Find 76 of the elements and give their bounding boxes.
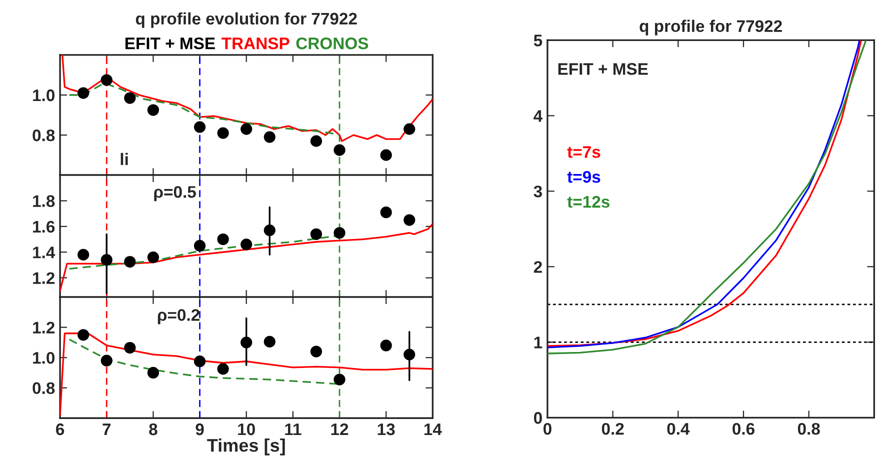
point bbox=[310, 135, 322, 147]
point bbox=[194, 121, 206, 133]
y-tick-label: 2 bbox=[534, 261, 542, 273]
point bbox=[124, 256, 136, 268]
x-tick-label: 10 bbox=[238, 423, 255, 436]
x-tick-label: 8 bbox=[149, 423, 158, 436]
x-tick-label: 12 bbox=[331, 423, 348, 436]
annotation: ρ=0.2 bbox=[158, 309, 200, 324]
y-tick-label: 1.0 bbox=[33, 352, 54, 364]
point bbox=[78, 329, 90, 341]
point bbox=[334, 144, 346, 156]
x-axis-title: Times [s] bbox=[207, 438, 285, 456]
chart-title: q profile for 77922 bbox=[640, 20, 782, 36]
y-tick-label: 1.6 bbox=[33, 220, 55, 233]
text: t=9s bbox=[567, 171, 600, 183]
y-tick-label: 0.8 bbox=[32, 129, 55, 142]
point bbox=[264, 336, 276, 348]
point bbox=[380, 149, 392, 161]
x-tick-label: 0 bbox=[543, 422, 552, 435]
point bbox=[404, 123, 416, 135]
y-tick-label: 5 bbox=[534, 34, 542, 46]
point bbox=[78, 248, 90, 261]
y-tick-label: 1 bbox=[534, 336, 542, 348]
y-tick-label: 1.2 bbox=[33, 272, 55, 284]
line-series bbox=[60, 223, 433, 292]
annotation: li bbox=[120, 152, 128, 165]
x-tick-label: 14 bbox=[424, 424, 442, 436]
point bbox=[264, 131, 276, 143]
point bbox=[334, 374, 346, 386]
y-tick-label: 0 bbox=[534, 412, 542, 424]
point bbox=[100, 354, 112, 366]
y-tick-label: 3 bbox=[534, 186, 542, 198]
x-tick-label: 0.2 bbox=[602, 422, 624, 435]
y-tick-label: 4 bbox=[534, 110, 543, 122]
annotation: ρ=0.5 bbox=[154, 186, 196, 202]
text: TRANSP bbox=[222, 37, 290, 50]
point bbox=[240, 123, 252, 135]
point bbox=[217, 127, 229, 139]
series-label: EFIT + MSE bbox=[125, 37, 215, 50]
y-tick-label: 1.8 bbox=[33, 195, 55, 207]
x-tick-label: 6 bbox=[56, 423, 64, 436]
point bbox=[310, 228, 322, 240]
text: t=12s bbox=[567, 196, 610, 208]
point bbox=[310, 346, 322, 358]
point bbox=[217, 363, 229, 375]
x-tick-label: 0.6 bbox=[732, 422, 754, 435]
point bbox=[100, 74, 112, 86]
x-tick-label: 11 bbox=[285, 424, 302, 436]
point bbox=[147, 251, 160, 264]
point bbox=[124, 342, 136, 354]
y-tick-label: 0.8 bbox=[32, 382, 55, 394]
point bbox=[147, 366, 160, 379]
point bbox=[404, 214, 416, 226]
point bbox=[240, 238, 252, 250]
chart-title: q profile evolution for 77922 bbox=[136, 12, 357, 28]
point bbox=[380, 206, 392, 218]
point bbox=[217, 233, 229, 246]
x-tick-label: 0.8 bbox=[798, 422, 820, 435]
x-tick-label: 7 bbox=[102, 424, 111, 436]
point bbox=[147, 104, 160, 116]
point bbox=[194, 356, 206, 368]
point bbox=[380, 340, 392, 352]
line-series bbox=[62, 54, 433, 142]
x-tick-label: 9 bbox=[196, 423, 204, 436]
point bbox=[334, 227, 346, 239]
point bbox=[78, 87, 90, 99]
annotation: EFIT + MSE bbox=[558, 63, 648, 75]
point bbox=[194, 240, 206, 252]
y-tick-label: 1.2 bbox=[33, 322, 55, 334]
text: CRONOS bbox=[296, 37, 368, 50]
point bbox=[124, 92, 136, 104]
text: t=7s bbox=[567, 146, 600, 158]
x-tick-label: 0.4 bbox=[667, 422, 690, 435]
x-tick-label: 13 bbox=[378, 423, 395, 436]
y-tick-label: 1.4 bbox=[33, 246, 56, 258]
y-tick-label: 1.0 bbox=[33, 89, 54, 102]
